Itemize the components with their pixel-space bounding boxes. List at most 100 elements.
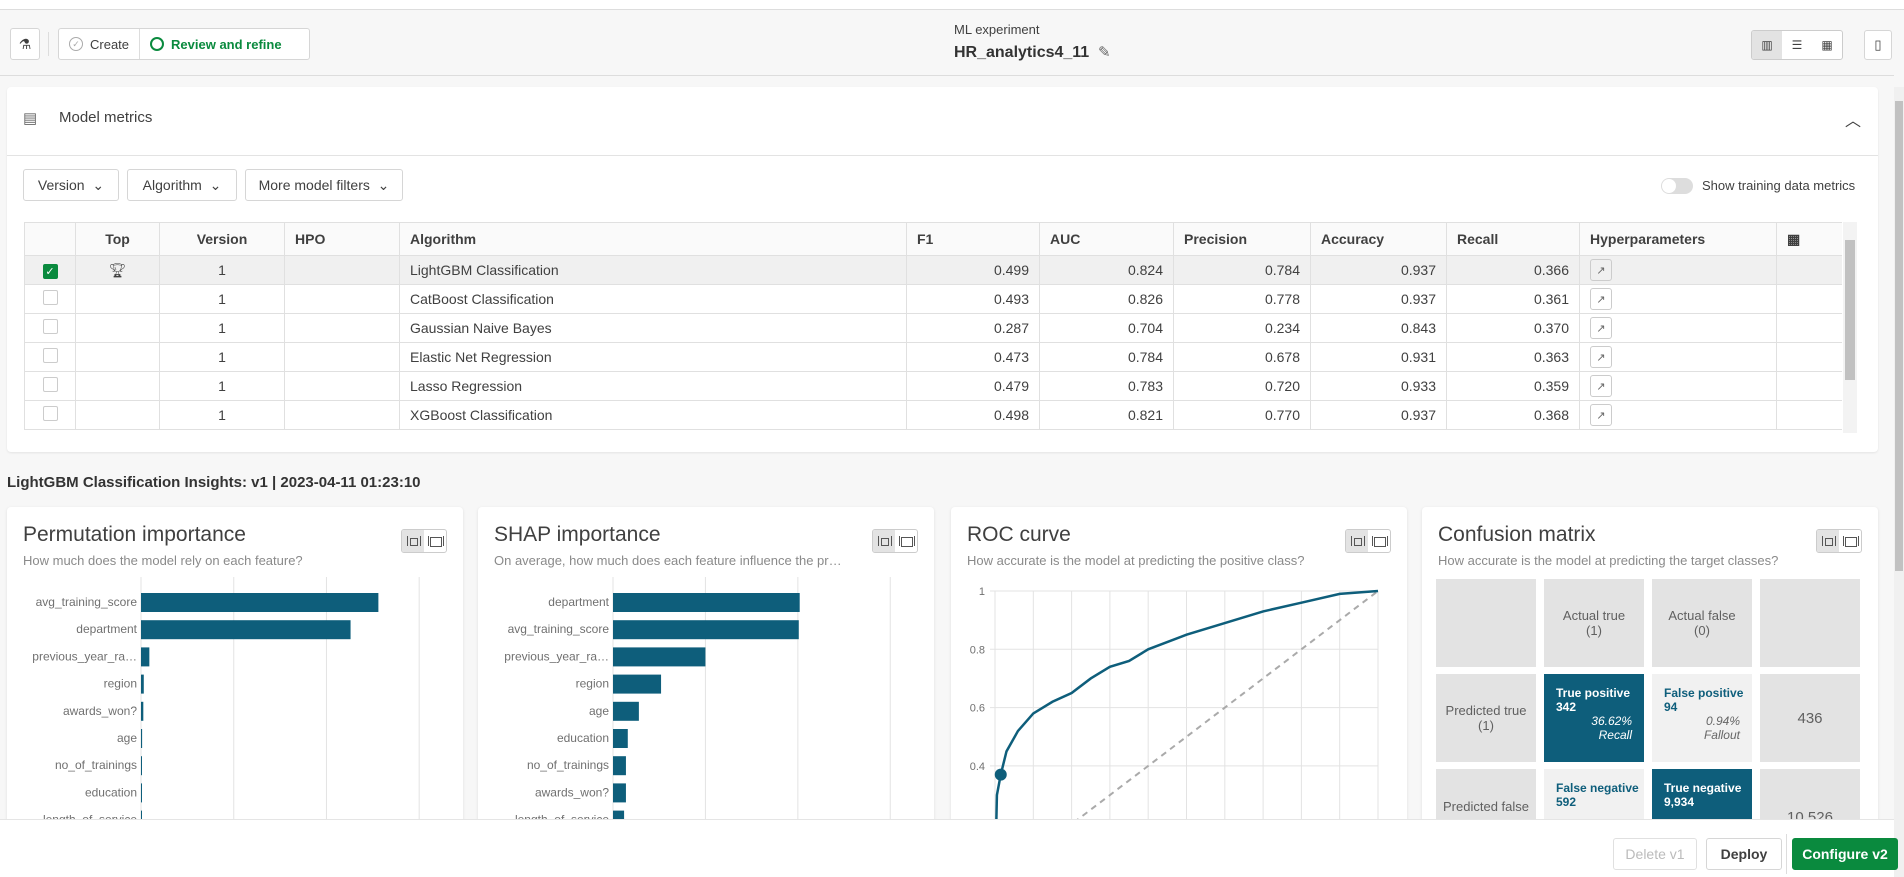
view-toggle <box>401 529 447 553</box>
external-link-icon[interactable]: ↗ <box>1590 346 1612 368</box>
table-row[interactable]: 1 Lasso Regression 0.479 0.783 0.720 0.9… <box>24 371 1842 401</box>
card-title: Permutation importance <box>23 523 246 546</box>
table-row[interactable]: 1 Gaussian Naive Bayes 0.287 0.704 0.234… <box>24 313 1842 343</box>
row-checkbox[interactable] <box>24 313 76 343</box>
empty-cell <box>1776 313 1842 343</box>
card-subtitle: How accurate is the model at predicting … <box>967 553 1305 568</box>
step-review[interactable]: Review and refine <box>139 29 292 59</box>
bar-label: region <box>104 677 137 691</box>
expand-view-icon[interactable] <box>1839 530 1861 552</box>
bar <box>141 729 143 748</box>
table-row[interactable]: ✓ 🏆︎ 1 LightGBM Classification 0.499 0.8… <box>24 255 1842 285</box>
col-hpo[interactable]: HPO <box>284 222 400 256</box>
empty-cell <box>1776 371 1842 401</box>
list-view-icon[interactable]: ☰ <box>1791 38 1803 52</box>
hpo-cell <box>284 400 400 430</box>
page-scrollbar[interactable] <box>1894 87 1904 877</box>
checkbox[interactable]: ✓ <box>42 263 58 279</box>
more-filters[interactable]: More model filters ⌄ <box>245 169 403 201</box>
row-checkbox[interactable] <box>24 400 76 430</box>
compact-view-icon[interactable] <box>1817 530 1839 552</box>
external-link-icon[interactable]: ↗ <box>1590 375 1612 397</box>
side-panel-icon[interactable]: ▯ <box>1864 30 1892 60</box>
table-row[interactable]: 1 Elastic Net Regression 0.473 0.784 0.6… <box>24 342 1842 372</box>
recall-cell: 0.366 <box>1446 255 1580 285</box>
col-accuracy[interactable]: Accuracy <box>1310 222 1447 256</box>
collapse-chevron-icon[interactable]: ︿ <box>1845 113 1862 130</box>
step-create[interactable]: ✓ Create <box>59 29 139 59</box>
cm-true-positive: True positive 342 36.62% Recall <box>1544 674 1644 762</box>
col-select <box>24 222 76 256</box>
checkbox[interactable] <box>42 319 58 334</box>
col-auc[interactable]: AUC <box>1039 222 1174 256</box>
hyperparameters-cell: ↗ <box>1579 255 1777 285</box>
grid-view-icon[interactable]: ▦ <box>1821 38 1833 52</box>
row-checkbox[interactable] <box>24 342 76 372</box>
delete-button[interactable]: Delete v1 <box>1613 838 1697 870</box>
table-row[interactable]: 1 XGBoost Classification 0.498 0.821 0.7… <box>24 400 1842 430</box>
col-recall[interactable]: Recall <box>1446 222 1580 256</box>
version-cell: 1 <box>159 400 285 430</box>
compact-view-icon[interactable] <box>402 530 424 552</box>
bar-label: avg_training_score <box>36 595 138 609</box>
checkbox[interactable] <box>42 406 58 421</box>
expand-view-icon[interactable] <box>895 530 917 552</box>
column-picker-icon[interactable]: ▦ <box>1776 222 1842 256</box>
chart-view-icon[interactable]: ▥ <box>1752 31 1782 59</box>
col-version[interactable]: Version <box>159 222 285 256</box>
experiment-name: HR_analytics4_11 <box>954 44 1090 61</box>
checkbox[interactable] <box>42 377 58 392</box>
hpo-cell <box>284 342 400 372</box>
training-metrics-toggle[interactable] <box>1661 178 1693 194</box>
f1-cell: 0.493 <box>906 284 1040 314</box>
precision-cell: 0.678 <box>1173 342 1311 372</box>
external-link-icon[interactable]: ↗ <box>1590 317 1612 339</box>
precision-cell: 0.234 <box>1173 313 1311 343</box>
view-toggle <box>1816 529 1862 553</box>
col-hyperparameters[interactable]: Hyperparameters <box>1579 222 1777 256</box>
version-cell: 1 <box>159 342 285 372</box>
expand-view-icon[interactable] <box>1368 530 1390 552</box>
bar-label: awards_won? <box>63 704 137 718</box>
expand-view-icon[interactable] <box>424 530 446 552</box>
row-checkbox[interactable] <box>24 284 76 314</box>
table-scrollbar[interactable] <box>1843 222 1857 433</box>
external-link-icon[interactable]: ↗ <box>1590 404 1612 426</box>
precision-cell: 0.770 <box>1173 400 1311 430</box>
label: True negative <box>1664 781 1742 795</box>
hyperparameters-cell: ↗ <box>1579 342 1777 372</box>
top-cell <box>75 284 160 314</box>
recall-cell: 0.361 <box>1446 284 1580 314</box>
version-filter[interactable]: Version ⌄ <box>23 169 119 201</box>
col-precision[interactable]: Precision <box>1173 222 1311 256</box>
row-checkbox[interactable]: ✓ <box>24 255 76 285</box>
chevron-down-icon: ⌄ <box>92 176 105 193</box>
deploy-button[interactable]: Deploy <box>1706 838 1782 870</box>
edit-pencil-icon[interactable]: ✎ <box>1098 44 1111 61</box>
checkbox[interactable] <box>42 348 58 363</box>
algorithm-filter[interactable]: Algorithm ⌄ <box>127 169 237 201</box>
metrics-table-wrap: Top Version HPO Algorithm F1 AUC Precisi… <box>24 222 1842 433</box>
bar-label: avg_training_score <box>508 622 610 636</box>
row-checkbox[interactable] <box>24 371 76 401</box>
bar <box>613 783 626 803</box>
compact-view-icon[interactable] <box>873 530 895 552</box>
compact-view-icon[interactable] <box>1346 530 1368 552</box>
bar <box>613 620 799 640</box>
shap-importance-card: SHAP importance On average, how much doe… <box>478 507 934 877</box>
insights-title: LightGBM Classification Insights: v1 | 2… <box>7 474 421 491</box>
hpo-cell <box>284 255 400 285</box>
accuracy-cell: 0.933 <box>1310 371 1447 401</box>
external-link-icon[interactable]: ↗ <box>1590 259 1612 281</box>
col-top[interactable]: Top <box>75 222 160 256</box>
table-row[interactable]: 1 CatBoost Classification 0.493 0.826 0.… <box>24 284 1842 314</box>
flask-icon[interactable]: ⚗ <box>10 28 40 60</box>
checkbox[interactable] <box>42 290 58 305</box>
col-f1[interactable]: F1 <box>906 222 1040 256</box>
f1-cell: 0.287 <box>906 313 1040 343</box>
configure-button[interactable]: Configure v2 <box>1792 838 1898 870</box>
view-toggle <box>1345 529 1391 553</box>
external-link-icon[interactable]: ↗ <box>1590 288 1612 310</box>
hyperparameters-cell: ↗ <box>1579 284 1777 314</box>
col-algorithm[interactable]: Algorithm <box>399 222 907 256</box>
